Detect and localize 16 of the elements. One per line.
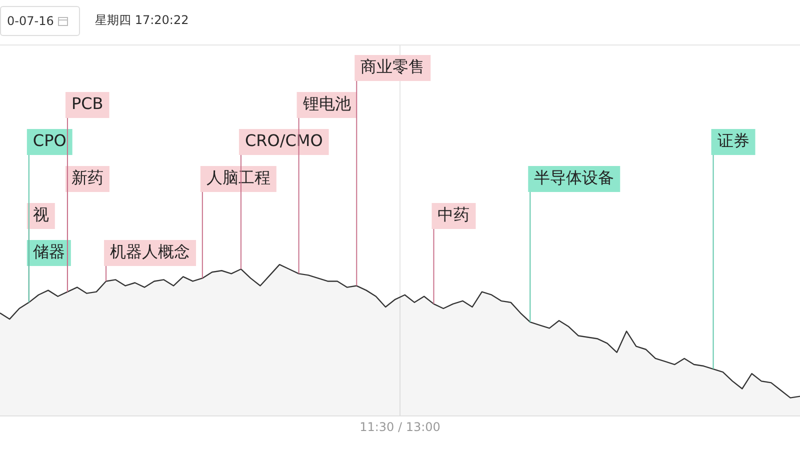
text: 0-07-16 [7, 14, 54, 28]
text: CPO [32, 131, 66, 150]
text: 储器 [32, 242, 65, 262]
text: 中药 [438, 205, 470, 224]
text: CRO/CMO [244, 131, 323, 150]
text: 11:30 / 13:00 [360, 420, 440, 434]
text: PCB [71, 94, 104, 114]
text: 人脑工程 [206, 168, 270, 188]
text: 半导体设备 [534, 168, 614, 188]
text: 星期四 17:20:22 [95, 12, 189, 28]
text: 视 [32, 205, 49, 224]
text: 新药 [71, 168, 104, 188]
text: 锂电池 [302, 94, 351, 114]
text: 商业零售 [360, 57, 425, 76]
text: 机器人概念 [110, 242, 190, 262]
text: 证券 [717, 131, 750, 150]
